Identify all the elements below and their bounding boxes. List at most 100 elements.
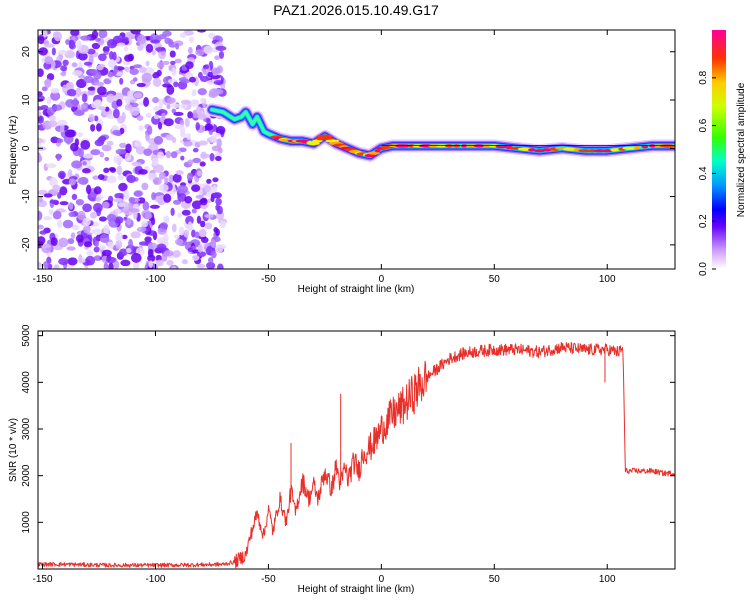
noise-blob (191, 254, 200, 261)
noise-blob (98, 245, 107, 250)
noise-blob (186, 172, 194, 181)
noise-blob (174, 234, 180, 239)
noise-blob (157, 151, 164, 159)
noise-blob (171, 108, 177, 114)
snr-x-tick-label: -150 (33, 574, 53, 585)
noise-blob (43, 193, 53, 198)
noise-blob (215, 125, 226, 135)
colorbar-tick-label: 0.2 (698, 214, 709, 228)
noise-blob (136, 34, 147, 45)
noise-blob (207, 71, 213, 78)
noise-blob (189, 76, 196, 83)
noise-blob (53, 264, 60, 269)
noise-blob (132, 77, 138, 82)
noise-blob (200, 204, 208, 210)
snr-x-tick-label: 0 (379, 574, 385, 585)
noise-blob (161, 112, 166, 119)
noise-blob (38, 36, 45, 45)
noise-blob (50, 88, 60, 94)
noise-blob (71, 224, 80, 231)
snr-y-tick-label: 3000 (21, 417, 32, 440)
noise-blob (115, 239, 123, 250)
noise-blob (103, 224, 110, 235)
noise-blob (159, 171, 166, 180)
noise-blob (38, 152, 42, 163)
ridge-peak (622, 146, 638, 150)
colorbar: 0.0 0.2 0.4 0.6 0.8 Normalized spectral ampl… (698, 30, 747, 276)
noise-blob (187, 247, 194, 252)
snr-x-tick-label: 50 (489, 574, 501, 585)
noise-blob (180, 99, 192, 105)
noise-blob (59, 124, 65, 133)
spectrogram-y-tick-label: 20 (21, 46, 32, 58)
noise-blob (77, 210, 86, 221)
noise-blob (185, 61, 194, 69)
noise-blob (56, 220, 63, 228)
noise-blob (151, 157, 159, 167)
noise-blob (136, 227, 147, 233)
noise-blob (199, 229, 207, 238)
noise-blob (48, 209, 54, 215)
noise-blob (174, 124, 184, 129)
noise-blob (156, 243, 167, 252)
noise-blob (128, 196, 136, 203)
noise-blob (68, 39, 76, 49)
noise-blob (141, 72, 153, 83)
noise-blob (173, 81, 179, 88)
noise-blob (78, 52, 88, 61)
noise-blob (168, 174, 175, 183)
noise-blob (80, 35, 91, 41)
noise-blob (43, 261, 49, 269)
noise-blob (38, 262, 42, 268)
noise-blob (85, 184, 92, 195)
noise-blob (98, 30, 108, 39)
noise-blob (68, 202, 74, 210)
noise-blob (113, 64, 118, 75)
noise-blob (101, 144, 112, 152)
noise-blob (44, 43, 55, 48)
noise-blob (204, 213, 214, 219)
noise-blob (186, 132, 191, 141)
noise-blob (183, 140, 193, 147)
noise-blob (56, 138, 64, 144)
noise-blob (163, 118, 174, 127)
noise-blob (57, 170, 66, 179)
ridge-peak (312, 139, 323, 143)
noise-blob (200, 97, 206, 104)
noise-blob (137, 197, 146, 204)
noise-blob (170, 60, 176, 65)
noise-blob (184, 117, 190, 128)
noise-blob (212, 185, 218, 193)
noise-blob (143, 97, 150, 107)
noise-blob (165, 150, 172, 159)
noise-blob (175, 170, 184, 176)
noise-blob (138, 169, 148, 175)
noise-blob (211, 145, 222, 152)
noise-blob (106, 175, 117, 184)
noise-blob (130, 231, 141, 239)
noise-blob (80, 139, 91, 150)
noise-blob (171, 136, 177, 144)
noise-blob (126, 174, 136, 184)
noise-blob (71, 70, 83, 77)
noise-blob (206, 118, 211, 126)
noise-blob (68, 178, 76, 186)
noise-blob (118, 248, 128, 257)
noise-blob (51, 47, 56, 56)
noise-blob (174, 58, 182, 64)
noise-blob (116, 165, 123, 176)
colorbar-gradient (712, 30, 726, 269)
noise-blob (181, 259, 188, 265)
noise-blob (114, 92, 124, 102)
snr-y-axis-label: SNR (10 * v/v) (8, 418, 19, 482)
noise-blob (106, 213, 117, 222)
noise-blob (166, 104, 171, 110)
noise-blob (88, 113, 95, 122)
noise-blob (83, 75, 94, 84)
ridge-peak (367, 151, 380, 155)
noise-blob (99, 151, 105, 158)
noise-blob (158, 184, 169, 192)
noise-blob (53, 31, 62, 42)
noise-blob (133, 190, 143, 197)
noise-blob (163, 193, 172, 203)
